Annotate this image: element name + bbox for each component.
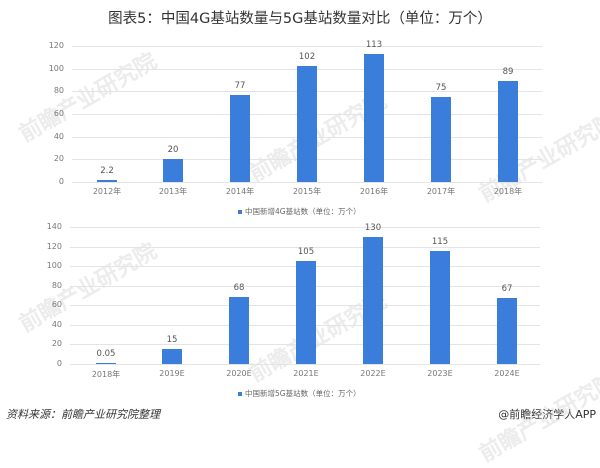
y-axis-tick-label: 20 [53,154,64,163]
bar-2020E[interactable] [229,297,249,364]
chart-legend: 中国新增5G基站数（单位：万个） [238,388,361,399]
bar-value-label: 0.05 [96,348,116,359]
y-axis-tick-label: 80 [51,281,62,290]
x-axis-tick-label: 2022E [360,369,386,378]
y-axis-tick-label: 40 [53,132,64,141]
legend-label: 中国新增5G基站数（单位：万个） [245,389,361,398]
bar-2015年[interactable] [297,66,317,182]
bar-2023E[interactable] [430,251,450,364]
y-axis-tick-label: 60 [53,109,64,118]
bar-2017年[interactable] [431,97,451,182]
x-axis-tick-label: 2018年 [493,187,523,196]
x-axis-tick-label: 2019E [159,369,185,378]
gridline [70,364,540,365]
chart-legend: 中国新增4G基站数（单位：万个） [238,206,361,217]
y-axis-tick-label: 100 [48,64,64,73]
y-axis-tick-label: 60 [51,300,62,309]
legend-swatch-icon [238,391,242,396]
x-axis-tick-label: 2013年 [158,187,188,196]
x-axis-tick-label: 2017年 [426,187,456,196]
x-axis-tick-label: 2016年 [359,187,389,196]
bar-value-label: 15 [166,335,178,346]
chart-title: 图表5：中国4G基站数量与5G基站数量对比（单位：万个） [108,11,492,27]
y-axis-tick-label: 0 [58,177,64,186]
bar-2016年[interactable] [364,53,384,182]
x-axis-tick-label: 2024E [494,369,520,378]
bar-value-label: 113 [365,39,383,50]
bar-value-label: 67 [501,284,513,295]
x-axis-tick-label: 2018年 [91,370,121,379]
legend-swatch-icon [238,209,242,214]
bar-2019E[interactable] [162,349,182,364]
bar-2018年[interactable] [498,81,518,182]
y-axis-tick-label: 20 [51,339,62,348]
bar-2014年[interactable] [230,94,250,182]
bar-2021E[interactable] [296,261,316,364]
bar-value-label: 20 [167,145,179,156]
bar-value-label: 89 [502,67,514,78]
bar-value-label: 77 [234,80,246,91]
y-axis-tick-label: 140 [46,222,62,231]
y-axis-tick-label: 120 [46,242,62,251]
bar-2018年[interactable] [96,362,116,364]
x-axis-tick-label: 2023E [427,369,453,378]
y-axis-tick-label: 80 [53,86,64,95]
bar-value-label: 105 [297,247,315,258]
x-axis-tick-label: 2014年 [225,187,255,196]
bar-value-label: 68 [233,283,245,294]
bar-value-label: 75 [435,83,447,93]
source-note: 资料来源：前瞻产业研究院整理 [6,408,160,421]
bar-2013年[interactable] [163,159,183,182]
y-axis-tick-label: 120 [48,41,64,50]
credit-note: @前瞻经济学人APP [498,408,596,421]
x-axis-tick-label: 2020E [226,369,252,378]
x-axis-tick-label: 2012年 [92,187,122,196]
y-axis-tick-label: 100 [46,261,62,270]
bar-2012年[interactable] [97,179,117,182]
bar-2022E[interactable] [363,236,383,364]
gridline [72,182,542,183]
y-axis-tick-label: 0 [56,359,62,368]
legend-label: 中国新增4G基站数（单位：万个） [245,207,361,216]
bar-value-label: 130 [364,222,382,233]
x-axis-tick-label: 2021E [293,369,319,378]
gridline [70,227,540,228]
bar-value-label: 102 [298,52,316,63]
gridline [70,247,540,248]
y-axis-tick-label: 40 [51,320,62,329]
bar-2024E[interactable] [497,298,517,364]
x-axis-tick-label: 2015年 [292,187,322,196]
bar-value-label: 115 [431,237,449,248]
bar-value-label: 2.2 [100,165,114,176]
gridline [72,46,542,47]
